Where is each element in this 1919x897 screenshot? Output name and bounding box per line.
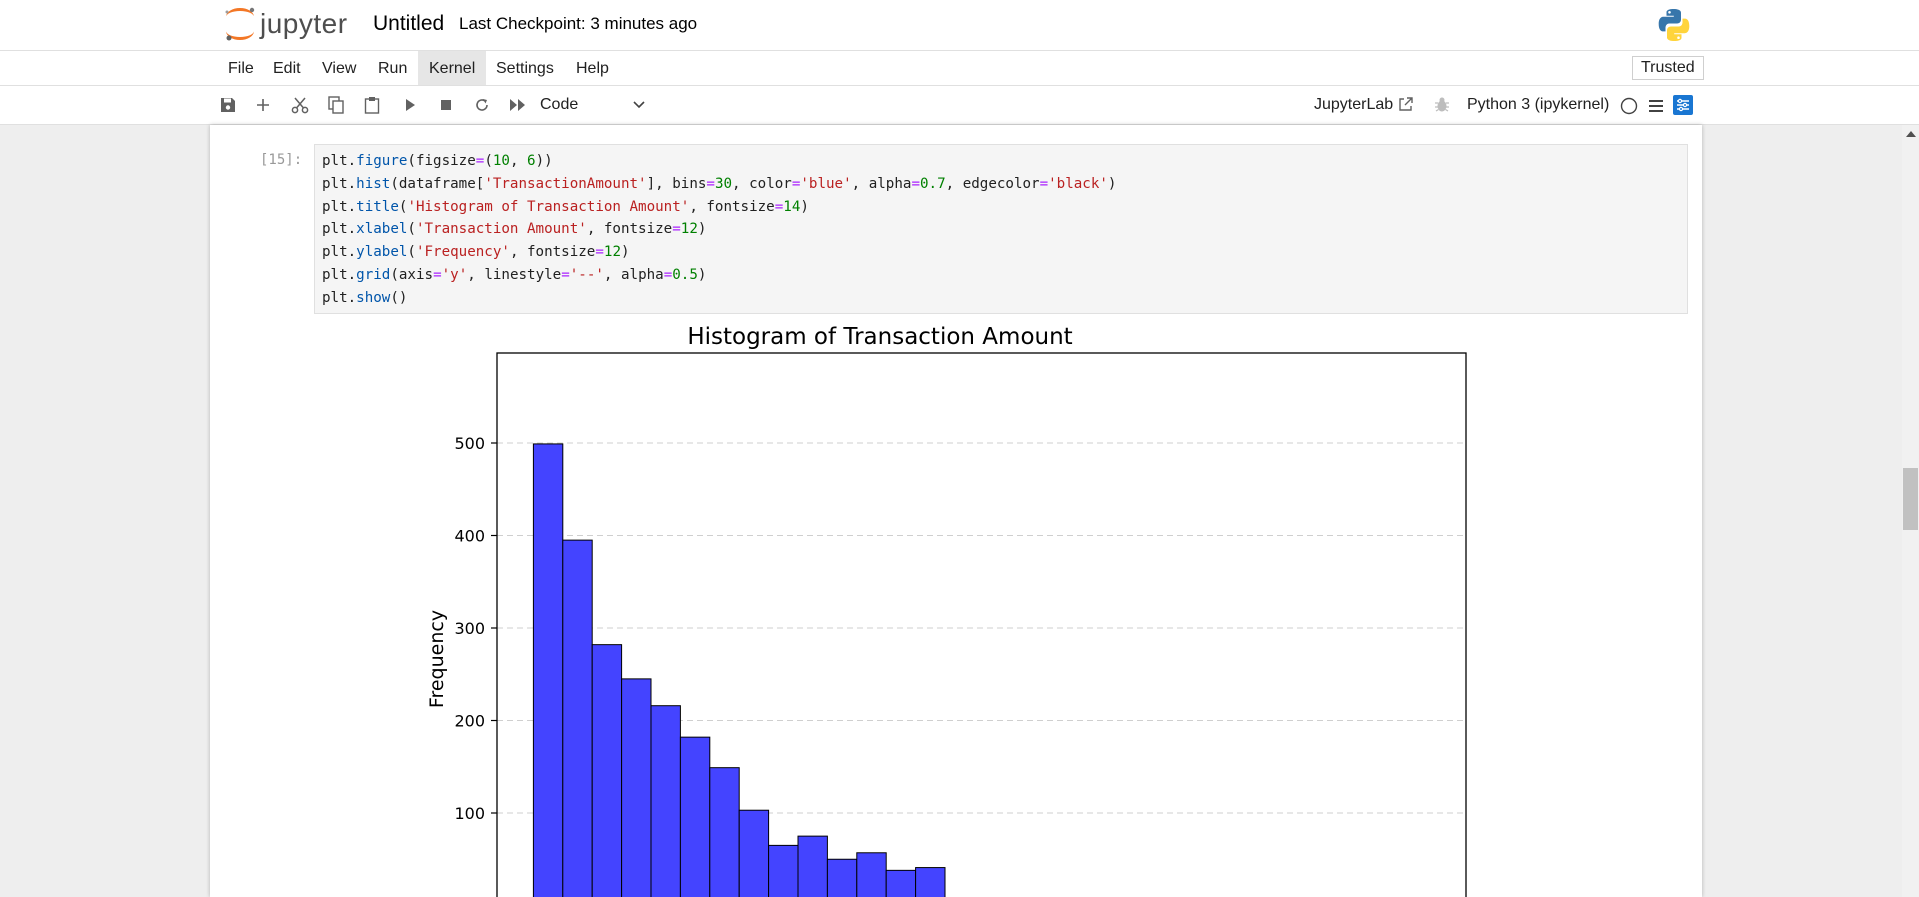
notebook-toolbar: Code JupyterLab Python 3 (ipykernel) — [0, 86, 1919, 125]
cut-icon[interactable] — [288, 93, 312, 117]
vertical-scrollbar[interactable] — [1902, 125, 1919, 897]
histogram-bar — [738, 809, 770, 897]
python-logo-icon — [1656, 7, 1692, 48]
histogram-bar — [885, 869, 917, 897]
code-line: plt.xlabel('Transaction Amount', fontsiz… — [322, 221, 707, 238]
y-axis-ticks: 100 200 300 400 500 — [454, 434, 497, 823]
histogram-bar — [856, 852, 887, 897]
jupyterlab-link[interactable]: JupyterLab — [1314, 96, 1394, 113]
y-tick-label: 400 — [454, 527, 485, 546]
code-content[interactable]: plt.figure(figsize=(10, 6)) plt.hist(dat… — [322, 150, 1116, 310]
jupyter-wordmark: jupyter — [260, 8, 348, 39]
menu-settings[interactable]: Settings — [496, 60, 554, 77]
menu-file[interactable]: File — [228, 60, 254, 77]
histogram-bar — [650, 705, 681, 897]
jupyter-logo-icon — [225, 7, 255, 41]
menu-view[interactable]: View — [322, 60, 357, 77]
histogram-bar — [797, 835, 828, 897]
code-line: plt.figure(figsize=(10, 6)) — [322, 153, 553, 169]
code-line: plt.hist(dataframe['TransactionAmount'],… — [322, 175, 1117, 192]
histogram-bar — [768, 844, 799, 897]
kernel-name[interactable]: Python 3 (ipykernel) — [1467, 96, 1610, 113]
run-icon[interactable] — [398, 93, 422, 117]
y-tick-label: 100 — [454, 804, 485, 823]
last-checkpoint: Last Checkpoint: 3 minutes ago — [459, 14, 698, 33]
external-link-icon[interactable] — [1398, 96, 1414, 117]
trusted-indicator[interactable]: Trusted — [1632, 56, 1704, 80]
histogram-bar — [562, 539, 593, 897]
scrollbar-thumb[interactable] — [1903, 468, 1918, 530]
code-line: plt.title('Histogram of Transaction Amou… — [322, 198, 809, 215]
kernel-status-idle-icon — [1620, 97, 1638, 120]
y-tick-label: 500 — [454, 434, 485, 453]
menu-kernel[interactable]: Kernel — [418, 51, 487, 85]
histogram-bar — [679, 736, 711, 897]
menu-run[interactable]: Run — [378, 60, 408, 77]
notebook-panel: [15]: plt.figure(figsize=(10, 6)) plt.hi… — [210, 125, 1702, 897]
histogram-bar — [591, 644, 623, 897]
notebook-title[interactable]: Untitled — [373, 12, 445, 35]
histogram-bar — [709, 767, 740, 897]
cell-type-value: Code — [540, 96, 579, 113]
plot-frame — [496, 352, 1467, 897]
y-tick-label: 200 — [454, 712, 485, 731]
add-cell-icon[interactable] — [251, 93, 275, 117]
menu-help[interactable]: Help — [576, 60, 609, 77]
histogram-bar — [915, 867, 946, 897]
paste-icon[interactable] — [360, 93, 384, 117]
y-axis-label: Frequency — [426, 610, 448, 708]
code-line: plt.show() — [322, 289, 408, 306]
histogram-bar — [532, 443, 564, 897]
histogram-chart: Histogram of Transaction Amount 100 200 30… — [426, 324, 1467, 897]
code-line: plt.grid(axis='y', linestyle='--', alpha… — [322, 266, 707, 283]
histogram-bar — [621, 678, 652, 897]
property-inspector-icon[interactable] — [1673, 95, 1693, 120]
restart-icon[interactable] — [470, 93, 494, 117]
fast-forward-icon[interactable] — [506, 93, 530, 117]
cell-prompt: [15]: — [260, 152, 303, 168]
copy-icon[interactable] — [324, 93, 348, 117]
y-tick-label: 300 — [454, 619, 485, 638]
top-header: jupyter Untitled Last Checkpoint: 3 minu… — [0, 0, 1919, 51]
jupyter-logo[interactable]: jupyter — [222, 4, 362, 44]
menu-bar: File Edit View Run Kernel Settings Help … — [0, 51, 1919, 86]
code-line: plt.ylabel('Frequency', fontsize=12) — [322, 244, 630, 261]
debugger-bug-icon[interactable] — [1434, 96, 1450, 118]
chevron-down-icon — [632, 92, 646, 127]
save-icon[interactable] — [216, 93, 240, 117]
chart-title: Histogram of Transaction Amount — [687, 324, 1072, 350]
menu-edit[interactable]: Edit — [273, 60, 301, 77]
code-cell-editor[interactable]: plt.figure(figsize=(10, 6)) plt.hist(dat… — [314, 144, 1688, 314]
scroll-up-arrow-icon[interactable] — [1906, 131, 1916, 137]
menu-lines-icon[interactable] — [1647, 97, 1665, 120]
histogram-bar — [826, 858, 858, 897]
cell-type-select[interactable]: Code — [540, 92, 652, 118]
histogram-bars — [532, 443, 946, 897]
stop-icon[interactable] — [434, 93, 458, 117]
